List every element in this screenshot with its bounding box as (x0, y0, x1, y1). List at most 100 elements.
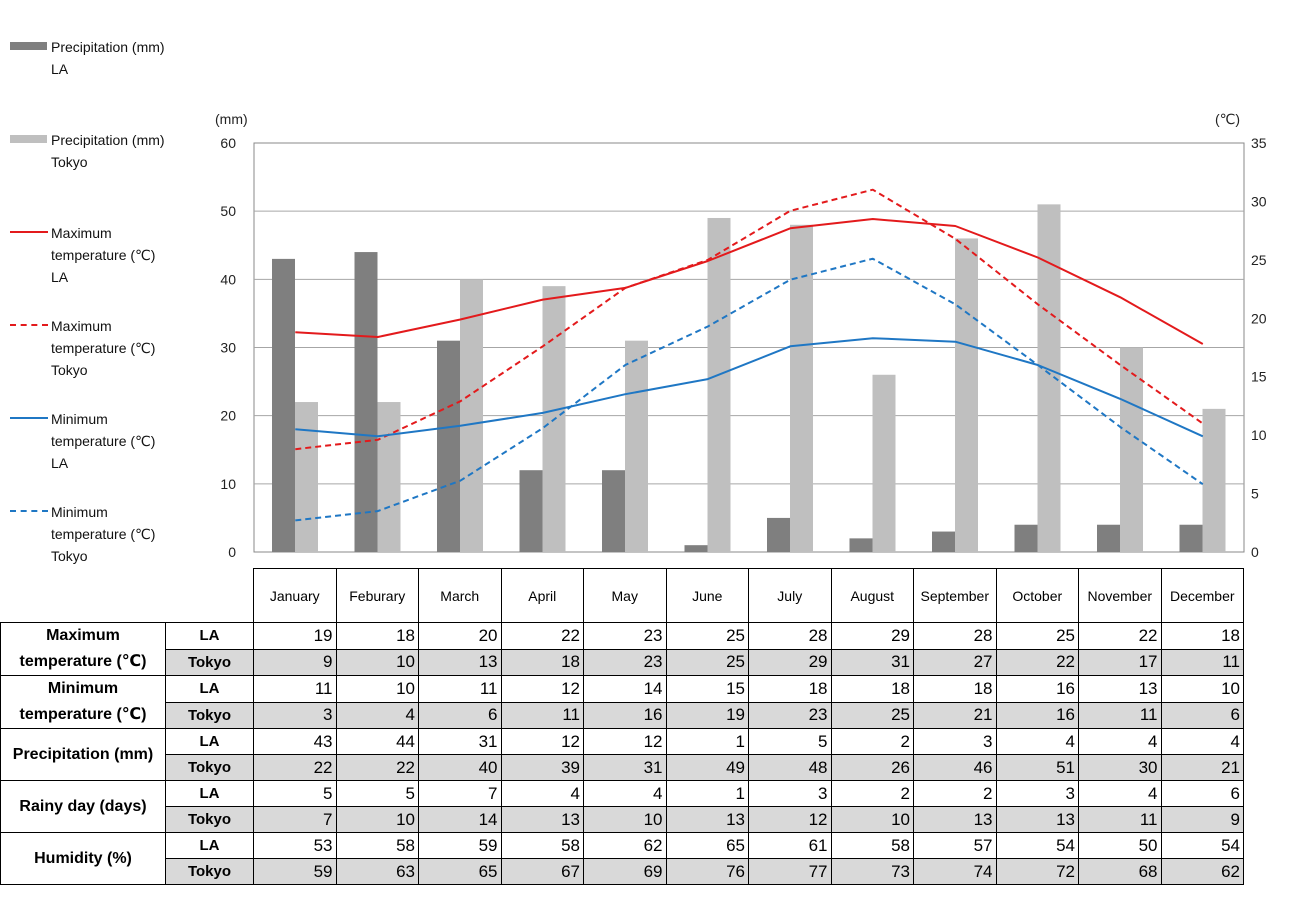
table-cell: 57 (913, 832, 997, 859)
table-cell: 58 (830, 832, 914, 859)
bar-precip-tokyo (1202, 408, 1226, 552)
table-cell: 9 (1160, 806, 1244, 833)
bar-precip-la (354, 252, 378, 553)
legend-label: Minimum temperature (℃) Tokyo (51, 501, 196, 567)
city-label: LA (165, 780, 254, 807)
table-cell: 2 (830, 728, 914, 755)
table-cell: 5 (253, 780, 337, 807)
table-row: Tokyo 3 4 6 11 16 19 23 25 21 16 11 6 (1, 701, 1244, 729)
table-cell: 48 (748, 754, 832, 781)
table-header-row: January Feburary March April May June July Augu… (1, 568, 1244, 623)
table-cell: 11 (253, 675, 337, 703)
legend-line-swatch (10, 231, 48, 233)
table-cell: 4 (583, 780, 667, 807)
table-cell: 14 (418, 806, 502, 833)
bar-precip-la (767, 517, 790, 552)
table-cell: 54 (1160, 832, 1244, 859)
table-cell: 63 (335, 858, 419, 885)
table-cell: 54 (995, 832, 1079, 859)
legend-label: Maximum temperature (℃) LA (51, 222, 196, 288)
table-cell: 18 (830, 675, 914, 703)
row-group-label: Precipitation (mm) (0, 728, 166, 781)
table-corner (166, 569, 254, 623)
table-cell: 4 (1078, 780, 1162, 807)
legend-label-line: Precipitation (mm) (51, 39, 165, 55)
line-max-temp-tokyo (295, 188, 1204, 451)
table-row: Tokyo 59 63 65 67 69 76 77 73 74 72 68 62 (1, 858, 1244, 885)
bar-precip-tokyo (1120, 347, 1143, 552)
bar-precip-tokyo (295, 402, 318, 552)
table-cell: 13 (500, 806, 584, 833)
bar-precip-la (932, 531, 955, 552)
table-row: Tokyo 7 10 14 13 10 13 12 10 13 13 11 9 (1, 806, 1244, 833)
bar-precip-la (602, 470, 625, 552)
table-cell: 13 (995, 806, 1079, 833)
table-cell: 5 (748, 728, 832, 755)
table-cell: 22 (253, 754, 337, 781)
table-cell: 77 (748, 858, 832, 885)
table-cell: 18 (500, 648, 584, 676)
table-cell: 22 (335, 754, 419, 781)
table-cell: 10 (335, 675, 419, 703)
table-cell: 6 (1160, 701, 1244, 729)
table-cell: 7 (253, 806, 337, 833)
bar-precip-la (1014, 524, 1038, 552)
table-cell: 4 (995, 728, 1079, 755)
table-cell: 67 (500, 858, 584, 885)
table-cell: 53 (253, 832, 337, 859)
table-cell: 46 (913, 754, 997, 781)
table-cell: 2 (830, 780, 914, 807)
table-cell: 39 (500, 754, 584, 781)
table-cell: 11 (418, 675, 502, 703)
table-cell: 22 (995, 648, 1079, 676)
legend-label-line: Tokyo (51, 154, 88, 170)
table-cell: 59 (253, 858, 337, 885)
row-group-label: Humidity (%) (0, 832, 166, 885)
month-header: July (748, 568, 832, 623)
table-cell: 49 (665, 754, 749, 781)
table-cell: 13 (1078, 675, 1162, 703)
legend-bar-swatch (10, 135, 47, 143)
city-label: Tokyo (165, 754, 254, 781)
table-cell: 11 (1160, 648, 1244, 676)
city-label: Tokyo (165, 858, 254, 885)
table-cell: 10 (335, 806, 419, 833)
city-label: Tokyo (165, 806, 254, 833)
table-cell: 21 (1160, 754, 1244, 781)
table-cell: 6 (418, 701, 502, 729)
table-cell: 13 (665, 806, 749, 833)
legend-label: Maximum temperature (℃) Tokyo (51, 315, 196, 381)
table-cell: 4 (335, 701, 419, 729)
right-axis-tick-label: 5 (1251, 486, 1259, 502)
table-cell: 15 (665, 675, 749, 703)
legend-label-line: Maximum (51, 318, 112, 334)
table-cell: 61 (748, 832, 832, 859)
table-cell: 4 (1160, 728, 1244, 755)
table-cell: 26 (830, 754, 914, 781)
climate-chart: 0 10 20 30 40 50 60 0 5 10 15 20 25 30 35 (mm) (℃) (215, 111, 1267, 560)
table-cell: 51 (995, 754, 1079, 781)
table-cell: 25 (665, 648, 749, 676)
legend-line-swatch (10, 417, 48, 419)
table-cell: 68 (1078, 858, 1162, 885)
table-row: Tokyo 9 10 13 18 23 25 29 31 27 22 17 11 (1, 648, 1244, 676)
table-cell: 29 (748, 648, 832, 676)
month-header: August (830, 568, 914, 623)
legend-line-swatch (10, 510, 48, 512)
right-axis-tick-label: 0 (1251, 544, 1259, 560)
table-cell: 23 (583, 622, 667, 650)
legend-label-line: LA (51, 61, 69, 77)
left-axis-tick-label: 30 (220, 340, 236, 356)
table-cell: 6 (1160, 780, 1244, 807)
table-cell: 3 (253, 701, 337, 729)
bar-precip-tokyo (625, 340, 648, 552)
table-cell: 10 (1160, 675, 1244, 703)
city-label: Tokyo (165, 648, 254, 676)
table-cell: 10 (583, 806, 667, 833)
table-cell: 23 (583, 648, 667, 676)
left-axis-unit: (mm) (215, 111, 248, 127)
legend-label-line: Minimum (51, 411, 108, 427)
legend-label: Minimum temperature (℃) LA (51, 408, 196, 474)
city-label: LA (165, 832, 254, 859)
table-cell: 58 (335, 832, 419, 859)
